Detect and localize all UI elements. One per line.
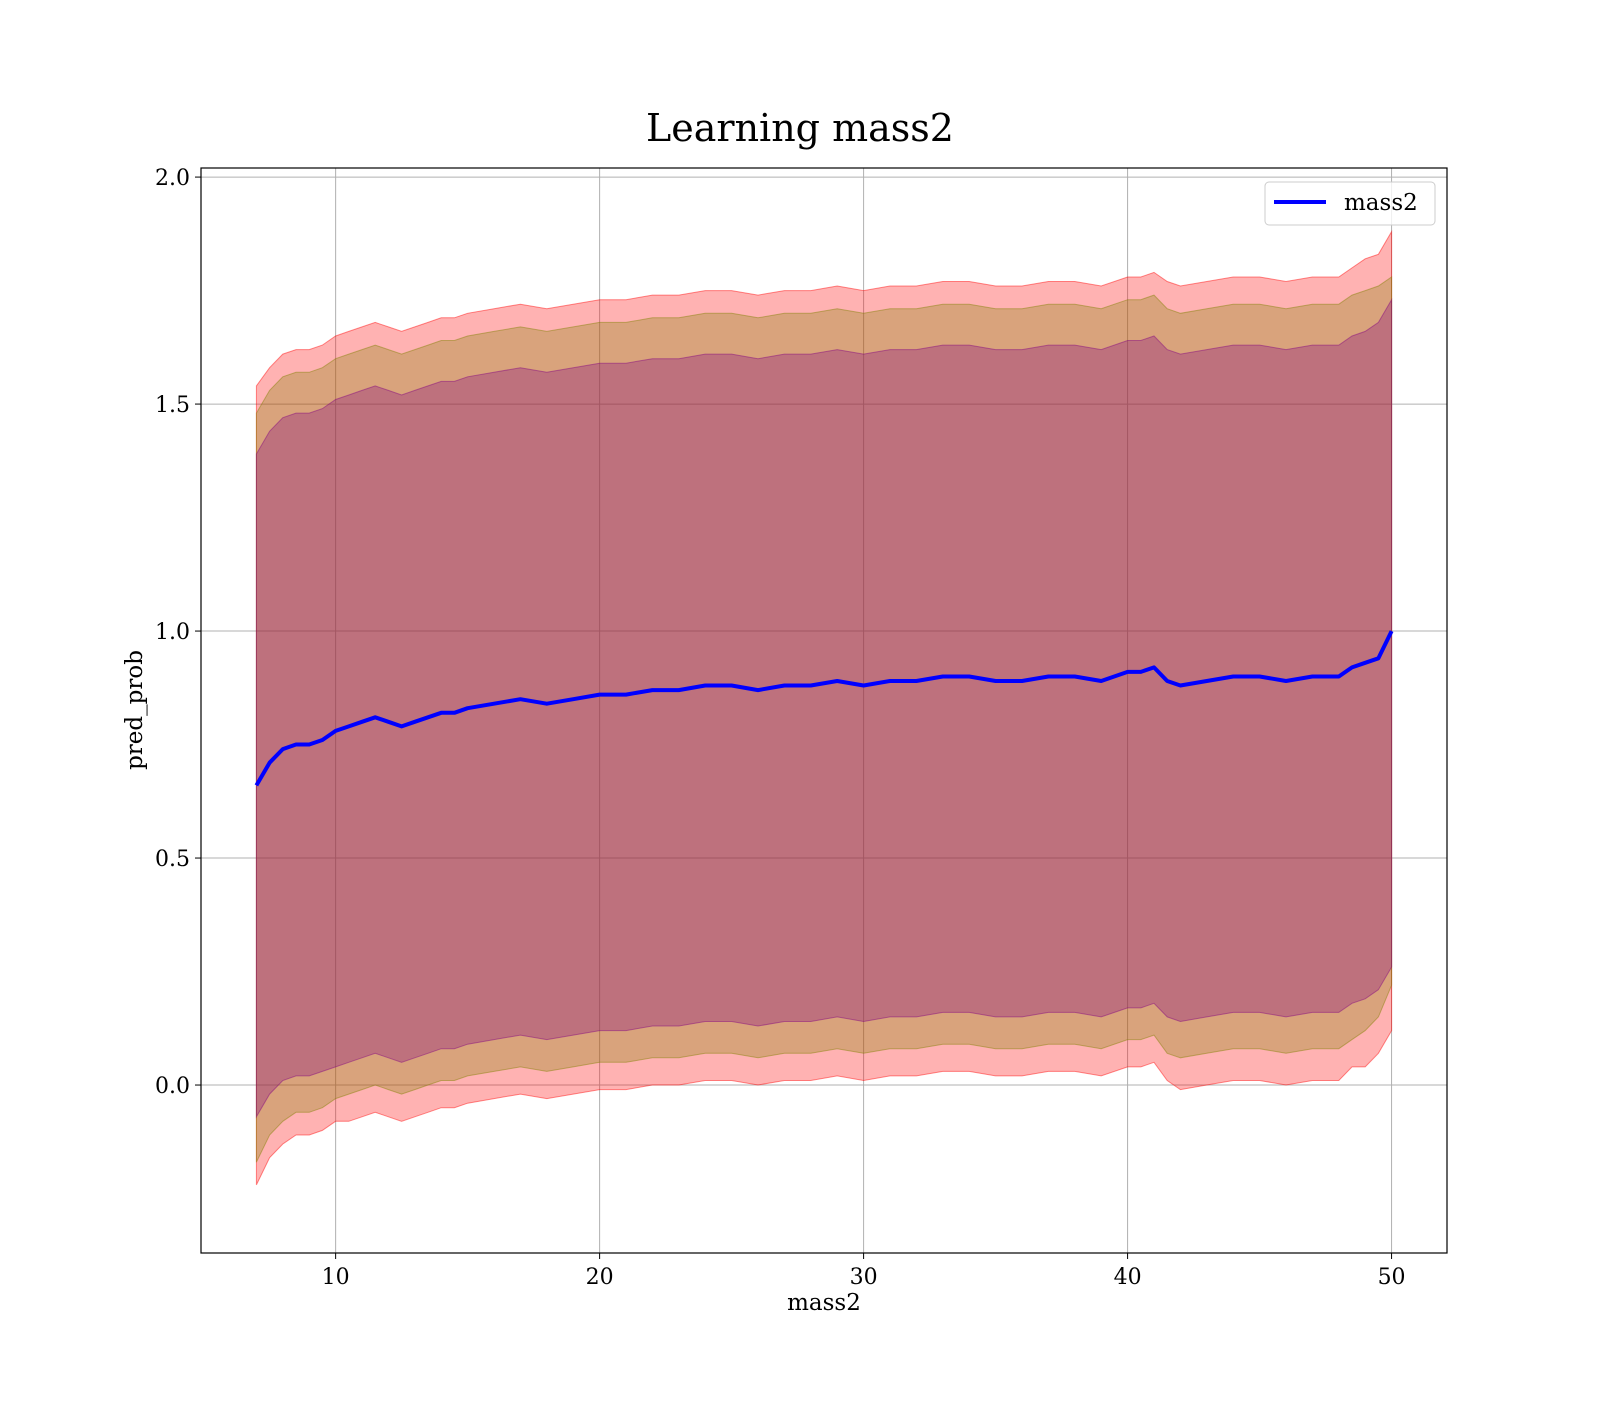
confidence-band-1	[255, 229, 1393, 1186]
y-tick-layer: 0.0 0.5 1.0 1.5 2.0	[155, 166, 201, 1099]
y-tick-label: 0.5	[155, 847, 190, 872]
line-layer	[254, 630, 1394, 787]
series-line-mass2	[254, 630, 1394, 787]
x-tick-label: 20	[586, 1265, 614, 1290]
x-tick-layer: 10 20 30 40 50	[322, 1253, 1406, 1290]
legend-label: mass2	[1344, 190, 1418, 216]
grid-layer	[201, 168, 1447, 1253]
confidence-band-2	[255, 276, 1393, 1163]
legend: mass2	[1264, 181, 1436, 226]
y-tick-label: 1.5	[155, 393, 190, 418]
plot-frame	[200, 167, 1448, 1254]
y-tick-label: 1.0	[155, 620, 190, 645]
x-tick-label: 10	[322, 1265, 350, 1290]
band-layer	[255, 229, 1393, 1186]
x-tick-label: 40	[1114, 1265, 1142, 1290]
x-tick-label: 30	[850, 1265, 878, 1290]
confidence-band-3	[255, 297, 1393, 1119]
y-tick-label: 2.0	[155, 166, 190, 191]
x-axis-label: mass2	[787, 1290, 861, 1316]
chart-title: Learning mass2	[646, 106, 954, 150]
legend-box	[1264, 181, 1436, 226]
x-tick-label: 50	[1378, 1265, 1406, 1290]
y-axis-label: pred_prob	[122, 650, 148, 770]
y-tick-label: 0.0	[155, 1074, 190, 1099]
